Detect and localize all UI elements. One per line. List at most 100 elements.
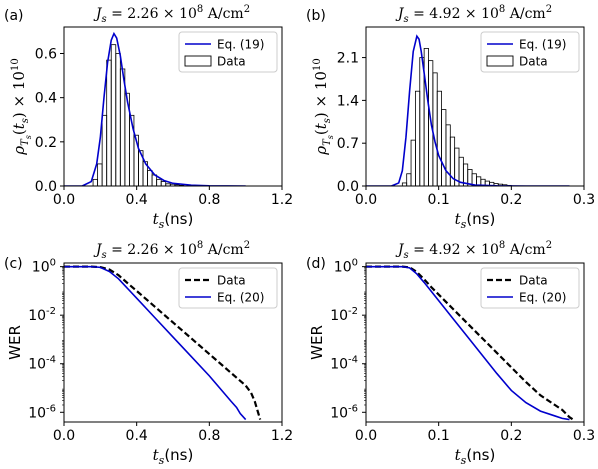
histogram-bar	[92, 178, 99, 186]
y-label-exponent: 10	[10, 58, 21, 71]
legend-label: Data	[217, 274, 246, 288]
x-axis-label: ts(ns)	[153, 446, 194, 467]
y-label-paren: (	[10, 129, 28, 135]
y-tick-base: 10	[32, 260, 50, 276]
title-unit: A/cm	[505, 6, 545, 22]
x-label-symbol: t	[455, 446, 462, 464]
y-tick-label: 0.2	[35, 135, 57, 151]
histogram-bar	[106, 59, 112, 186]
y-axis-label: WER	[6, 325, 24, 360]
y-tick-label: 10-4	[28, 355, 56, 373]
y-tick-label: 100	[334, 258, 358, 276]
y-tick-exp: 0	[50, 258, 56, 269]
histogram-bar	[147, 170, 153, 186]
plot-frame	[365, 262, 585, 423]
x-label-subscript: s	[461, 454, 467, 467]
histogram-bar	[115, 53, 121, 186]
x-axis-label: ts(ns)	[153, 210, 194, 231]
histogram-bar	[119, 68, 126, 186]
legend-label: Eq. (20)	[217, 291, 264, 305]
x-tick-label: 0.3	[573, 428, 595, 444]
x-tick-label: 0.1	[428, 192, 450, 208]
eq-curve-line	[366, 34, 570, 186]
x-tick-label: 0.0	[53, 428, 75, 444]
histogram-bar	[419, 57, 425, 186]
x-axis-label: ts(ns)	[455, 446, 496, 467]
legend-box	[178, 267, 278, 309]
y-label-t-sub: s	[322, 118, 333, 123]
title-unit-exponent: 2	[546, 4, 552, 15]
y-tick-exp: -2	[348, 306, 358, 317]
title-unit: A/cm	[203, 6, 243, 22]
x-tick-label: 0.4	[126, 428, 148, 444]
data-dashed-line	[366, 265, 574, 421]
y-tick-label: 0.0	[337, 179, 359, 195]
panel-b: 0.0 0.1 0.2 0.3 0.0 0.7 1.4 2.1 Js = 4.92 × 108 …	[306, 4, 595, 231]
histogram-bar	[410, 139, 416, 186]
y-tick-base: 10	[28, 308, 46, 324]
title-symbol: J	[93, 6, 103, 22]
title-exponent: 8	[197, 4, 203, 15]
title-value: = 4.92 × 10	[409, 6, 499, 22]
y-label-rho: ρ	[312, 146, 330, 156]
y-axis-label: ρTs(ts) × 1010	[312, 58, 335, 155]
y-label-t: t	[10, 122, 28, 129]
chart-title: Js = 2.26 × 108 A/cm2	[93, 4, 250, 25]
y-label-t-sub: s	[20, 118, 31, 123]
histogram-bar	[415, 90, 421, 186]
histogram-bar	[432, 72, 438, 186]
plot-frame	[365, 26, 585, 187]
y-tick-exp: -6	[46, 403, 56, 414]
y-tick-base: 10	[334, 260, 352, 276]
legend-swatch-bar	[486, 55, 514, 67]
eq-curve-line	[64, 31, 246, 186]
y-label-sub-t: T	[322, 138, 333, 146]
legend-item: Eq. (19)	[185, 38, 264, 52]
legend: Eq. (19) Data	[178, 31, 278, 73]
title-unit-exponent: 2	[244, 4, 250, 15]
histogram-bar	[436, 90, 442, 186]
panel-a: 0.0 0.4 0.8 1.2 0.0 0.2 0.4 0.6 Js = 2.26 × 108 …	[4, 4, 293, 231]
legend-box	[178, 31, 278, 73]
x-tick-label: 0.0	[355, 192, 377, 208]
y-tick-base: 10	[330, 405, 348, 421]
y-tick-label: 0.0	[35, 179, 57, 195]
title-subscript: s	[404, 14, 409, 25]
legend: Eq. (19) Data	[480, 31, 580, 73]
chart-title: Js = 4.92 × 108 A/cm2	[395, 240, 552, 261]
title-subscript: s	[404, 250, 409, 261]
x-tick-label: 0.3	[573, 192, 595, 208]
y-tick-label: 10-6	[330, 403, 358, 421]
eq-curve-line	[64, 265, 247, 421]
x-tick-label: 1.2	[271, 428, 293, 444]
panel-label: (d)	[306, 256, 326, 272]
x-tick-label: 0.4	[126, 192, 148, 208]
title-symbol: J	[395, 6, 405, 22]
x-label-symbol: t	[455, 210, 462, 228]
plot-frame	[63, 26, 283, 187]
histogram-bar	[97, 163, 103, 186]
legend: Data Eq. (20)	[480, 267, 580, 309]
y-tick-label: 0.7	[337, 136, 359, 152]
panel-label: (c)	[4, 256, 23, 272]
eq-curve-line	[366, 265, 570, 421]
x-tick-label: 1.2	[271, 192, 293, 208]
y-axis-label: WER	[308, 325, 326, 360]
title-unit-exponent: 2	[546, 240, 552, 251]
x-label-unit: (ns)	[164, 446, 193, 464]
title-value: = 4.92 × 10	[409, 242, 499, 258]
x-tick-label: 0.2	[500, 192, 522, 208]
title-symbol: J	[93, 242, 103, 258]
y-label-paren: (	[312, 129, 330, 135]
y-tick-exp: -6	[348, 403, 358, 414]
histogram-bar	[151, 174, 158, 186]
y-label-sub-t: T	[20, 138, 31, 146]
y-tick-label: 10-2	[28, 306, 56, 324]
histogram-bar	[406, 173, 412, 186]
y-tick-label: 10-4	[330, 355, 358, 373]
chart-title: Js = 2.26 × 108 A/cm2	[93, 240, 250, 261]
legend-item: Data	[184, 55, 246, 69]
y-label-times: ) × 10	[10, 71, 28, 118]
title-value: = 2.26 × 10	[107, 6, 197, 22]
